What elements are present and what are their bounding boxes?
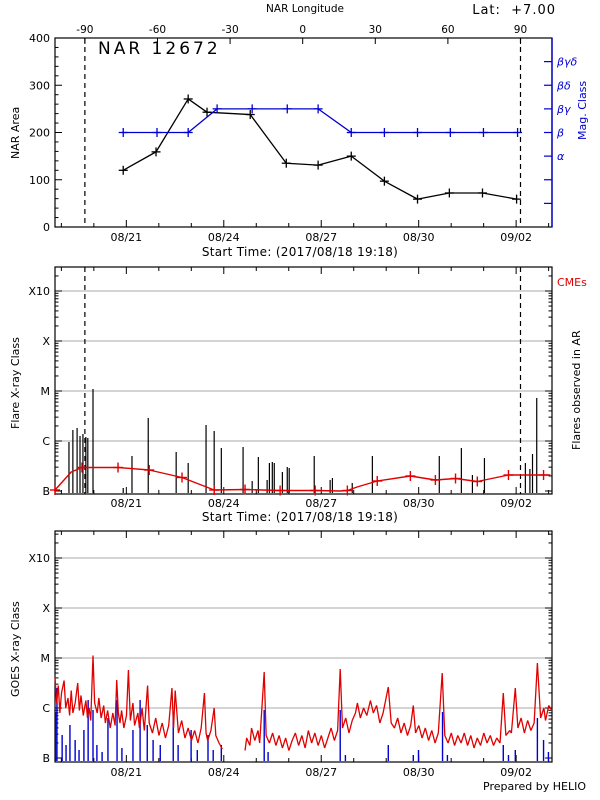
- svg-text:0: 0: [299, 24, 306, 36]
- svg-text:400: 400: [29, 32, 50, 45]
- svg-text:08/27: 08/27: [305, 231, 337, 244]
- svg-text:09/02: 09/02: [500, 231, 532, 244]
- nar-area-axis-title: NAR Area: [9, 106, 22, 159]
- svg-text:-60: -60: [149, 24, 166, 36]
- svg-text:08/30: 08/30: [403, 231, 435, 244]
- svg-text:300: 300: [29, 79, 50, 92]
- svg-text:08/27: 08/27: [305, 766, 337, 779]
- svg-text:X10: X10: [28, 285, 50, 298]
- svg-text:08/30: 08/30: [403, 497, 435, 510]
- svg-text:0: 0: [43, 221, 50, 234]
- cmes-label: CMEs: [557, 276, 587, 289]
- svg-text:08/21: 08/21: [110, 231, 142, 244]
- svg-text:09/02: 09/02: [500, 766, 532, 779]
- svg-text:08/24: 08/24: [208, 766, 240, 779]
- svg-text:-90: -90: [76, 24, 93, 36]
- svg-text:B: B: [42, 752, 50, 765]
- svg-text:08/24: 08/24: [208, 231, 240, 244]
- svg-text:M: M: [41, 385, 51, 398]
- svg-text:X10: X10: [28, 552, 50, 565]
- page-title: NAR 12672: [98, 39, 221, 59]
- start-time-label-middle: Start Time: (2017/08/18 19:18): [201, 510, 399, 524]
- svg-text:α: α: [557, 150, 565, 163]
- svg-text:C: C: [42, 702, 50, 715]
- longitude-axis-title: NAR Longitude: [266, 3, 344, 15]
- svg-text:90: 90: [514, 24, 527, 36]
- svg-text:08/30: 08/30: [403, 766, 435, 779]
- flare-spikes: [68, 389, 538, 493]
- mag-class-axis-title: Mag. Class: [576, 80, 589, 140]
- svg-text:βγ: βγ: [556, 103, 571, 116]
- svg-text:X: X: [42, 602, 50, 615]
- svg-text:βδ: βδ: [556, 79, 571, 92]
- svg-text:-30: -30: [222, 24, 239, 36]
- svg-text:C: C: [42, 435, 50, 448]
- svg-text:100: 100: [29, 174, 50, 187]
- start-time-label-top: Start Time: (2017/08/18 19:18): [201, 245, 399, 259]
- svg-text:08/21: 08/21: [110, 766, 142, 779]
- svg-text:09/02: 09/02: [500, 497, 532, 510]
- svg-text:B: B: [42, 485, 50, 498]
- svg-text:200: 200: [29, 127, 50, 140]
- flare-class-axis-title: Flare X-ray Class: [9, 337, 22, 429]
- flares-observed-label: Flares observed in AR: [570, 330, 583, 450]
- svg-text:β: β: [556, 127, 564, 140]
- flare-panel: B C M X X10 08/21 08/24 08/27 08/30 09/02: [28, 266, 553, 510]
- svg-text:08/21: 08/21: [110, 497, 142, 510]
- svg-text:βγδ: βγδ: [556, 56, 578, 69]
- svg-text:X: X: [42, 335, 50, 348]
- svg-text:08/24: 08/24: [208, 497, 240, 510]
- svg-text:60: 60: [441, 24, 454, 36]
- svg-text:30: 30: [369, 24, 382, 36]
- cme-curve: [50, 462, 551, 496]
- svg-text:M: M: [41, 652, 51, 665]
- latitude-label: Lat: +7.00: [472, 3, 556, 18]
- goes-xray-curve: [54, 655, 553, 751]
- goes-panel: B C M X X10 08/21 08/24 08/27 08/30 09/02: [28, 530, 553, 779]
- svg-text:08/27: 08/27: [305, 497, 337, 510]
- prepared-by-label: Prepared by HELIO: [483, 780, 586, 793]
- goes-class-axis-title: GOES X-ray Class: [9, 601, 22, 697]
